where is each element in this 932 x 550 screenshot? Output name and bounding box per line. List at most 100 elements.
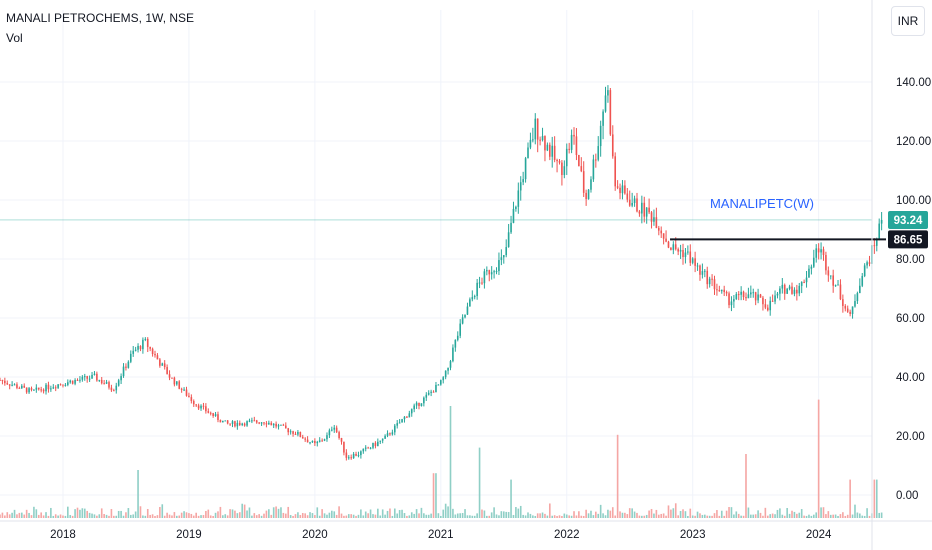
volume-bar [476, 513, 478, 518]
volume-bar [616, 434, 619, 518]
candle-body [851, 306, 854, 314]
candle-body [8, 384, 11, 386]
volume-bar [297, 512, 299, 518]
volume-bar [205, 510, 207, 518]
candle-body [832, 275, 834, 286]
candle-body [377, 441, 379, 447]
volume-bar [35, 509, 38, 518]
volume-bar [67, 506, 69, 518]
volume-bar [817, 399, 820, 518]
candle-body [224, 420, 227, 422]
volume-bar [771, 513, 774, 518]
candle-body [406, 416, 408, 418]
candle-body [442, 377, 445, 381]
candle-body [137, 345, 139, 350]
candle-body [163, 363, 166, 368]
volume-bar [750, 514, 752, 518]
candle-body [544, 136, 546, 151]
volume-bar [687, 515, 689, 518]
volume-bar [701, 514, 704, 518]
candle-body [459, 323, 461, 336]
candle-body [687, 251, 689, 253]
candle-body [578, 155, 580, 167]
chart-annotation: MANALIPETC(W) [710, 196, 814, 211]
volume-bar [113, 515, 115, 518]
volume-bar [766, 515, 769, 518]
candle-body [565, 148, 568, 167]
candle-body [471, 297, 474, 300]
volume-bar [18, 512, 21, 518]
candle-body [246, 421, 248, 426]
volume-bar [0, 514, 1, 518]
candle-body [11, 384, 13, 386]
candle-body [144, 338, 147, 340]
volume-bar [33, 506, 35, 518]
volume-bar [108, 515, 110, 518]
volume-bar [815, 512, 818, 518]
candle-body [33, 389, 35, 391]
volume-bar [222, 515, 224, 518]
candle-body [335, 427, 338, 433]
x-tick-label: 2024 [806, 529, 832, 541]
candle-body [643, 202, 646, 217]
candle-body [456, 335, 459, 340]
candle-body [609, 90, 612, 135]
volume-bar [132, 514, 135, 518]
candle-body [827, 270, 830, 276]
volume-bar [628, 508, 631, 518]
candle-body [326, 435, 328, 440]
volume-bar [180, 512, 183, 518]
candle-body [674, 244, 677, 250]
candle-body [461, 317, 464, 324]
volume-bar [713, 513, 716, 518]
volume-bar [875, 479, 878, 518]
volume-bar [561, 515, 563, 518]
candle-body [314, 440, 316, 444]
candle-body [733, 299, 735, 302]
candle-body [345, 452, 348, 458]
candle-body [515, 206, 517, 209]
candle-body [723, 289, 726, 293]
candle-body [190, 397, 193, 402]
candle-body [728, 293, 730, 306]
candle-body [52, 387, 55, 389]
volume-bar [311, 513, 314, 518]
candle-body [398, 422, 401, 424]
volume-bar [880, 512, 883, 518]
volume-bar [759, 512, 762, 518]
volume-bar [214, 512, 217, 518]
candle-body [803, 281, 805, 283]
volume-bar [459, 513, 461, 518]
volume-bar [345, 515, 348, 518]
candle-body [142, 339, 144, 350]
currency-button[interactable]: INR [891, 6, 925, 36]
volume-bar [558, 515, 561, 518]
volume-bar [4, 515, 6, 518]
volume-bar [246, 510, 248, 518]
volume-bar [866, 508, 868, 518]
candle-body [418, 402, 420, 406]
volume-bar [236, 513, 239, 518]
candle-body [534, 118, 537, 140]
candle-body [149, 346, 151, 349]
volume-bar [59, 514, 62, 518]
candle-body [364, 447, 367, 449]
candle-body [362, 448, 365, 452]
volume-bar [582, 515, 585, 518]
volume-bar [643, 515, 646, 518]
volume-bar [347, 514, 350, 518]
candle-body [604, 95, 607, 112]
candle-body [76, 379, 79, 381]
candle-body [556, 159, 558, 162]
candle-body [548, 144, 551, 157]
volume-indicator-label[interactable]: Vol [6, 31, 23, 45]
volume-bar [570, 515, 573, 518]
volume-bar [452, 508, 454, 518]
volume-bar [641, 515, 643, 518]
volume-bar [631, 508, 633, 518]
volume-bar [156, 515, 159, 518]
volume-bar [71, 515, 74, 518]
volume-bar [730, 507, 733, 518]
candle-body [16, 384, 18, 388]
